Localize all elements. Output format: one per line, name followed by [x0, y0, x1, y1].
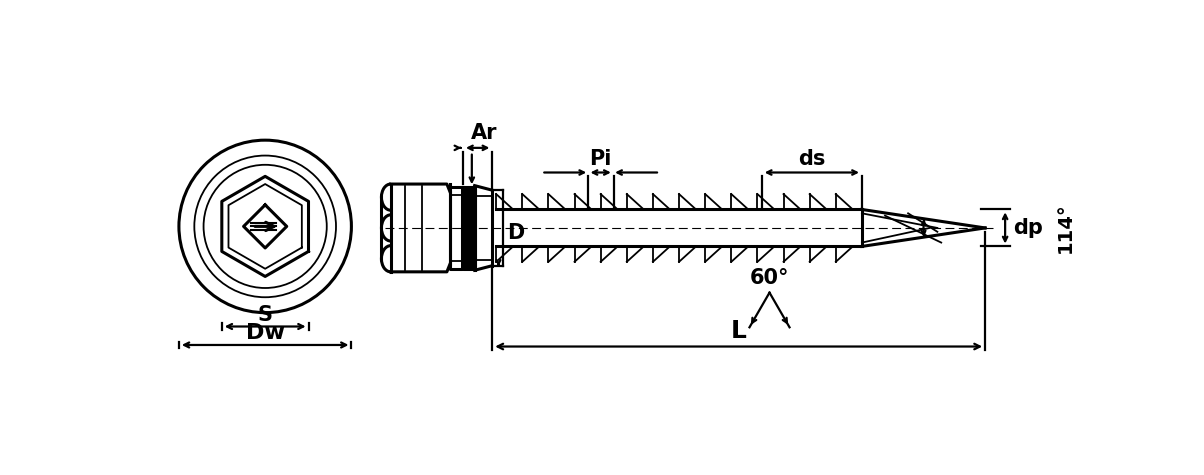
Text: L: L	[731, 320, 746, 343]
Text: Pi: Pi	[590, 149, 612, 169]
Text: S: S	[258, 305, 272, 325]
Text: D: D	[507, 223, 524, 243]
Text: 114°: 114°	[1056, 202, 1075, 253]
Bar	[464, 187, 474, 269]
Text: Dw: Dw	[246, 323, 284, 343]
Text: ds: ds	[798, 149, 826, 169]
Text: dp: dp	[1013, 218, 1043, 238]
Text: 60°: 60°	[750, 268, 790, 288]
Text: Ar: Ar	[471, 123, 497, 143]
